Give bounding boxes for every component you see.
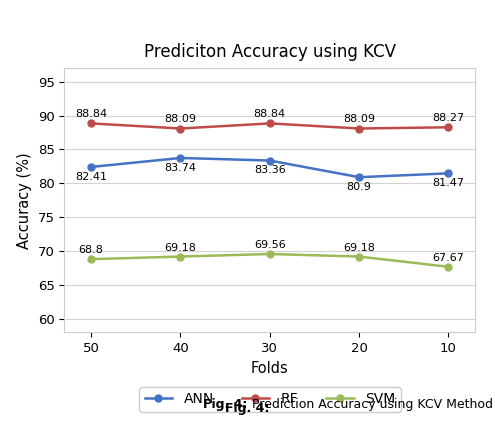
SVM [267,251,273,256]
Y-axis label: Accuracy (%): Accuracy (%) [17,152,32,248]
SVM [178,254,184,259]
Text: 88.84: 88.84 [254,109,286,119]
Line: ANN: ANN [88,155,452,181]
Text: 67.67: 67.67 [433,253,464,263]
Text: Fig. 4:: Fig. 4: [203,398,248,411]
Text: 82.41: 82.41 [75,172,107,182]
Legend: ANN, RF, SVM: ANN, RF, SVM [139,387,400,412]
RF [267,121,273,126]
ANN [178,155,184,161]
Text: 83.74: 83.74 [164,163,197,173]
Text: 83.36: 83.36 [254,165,286,175]
ANN [88,164,94,170]
Text: 88.09: 88.09 [343,115,375,124]
Title: Prediciton Accuracy using KCV: Prediciton Accuracy using KCV [144,43,396,61]
SVM [88,256,94,262]
ANN [267,158,273,163]
Line: RF: RF [88,120,452,132]
X-axis label: Folds: Folds [251,360,289,376]
Text: 88.27: 88.27 [432,113,464,123]
Text: 88.84: 88.84 [75,109,107,119]
RF [446,125,451,130]
Line: SVM: SVM [88,250,452,270]
SVM [356,254,362,259]
RF [356,126,362,131]
Text: 88.09: 88.09 [164,115,197,124]
Text: Prediction Accuracy using KCV Method: Prediction Accuracy using KCV Method [248,398,493,411]
Text: Fig. 4:: Fig. 4: [225,402,270,415]
Text: 81.47: 81.47 [433,178,464,188]
ANN [446,171,451,176]
Text: 69.18: 69.18 [164,242,197,253]
RF [178,126,184,131]
SVM [446,264,451,269]
RF [88,121,94,126]
Text: Fig. 4: Prediction Accuracy using KCV Method: Fig. 4: Prediction Accuracy using KCV Me… [106,402,389,415]
ANN [356,175,362,180]
Text: 80.9: 80.9 [346,182,372,192]
Text: 68.8: 68.8 [79,245,103,255]
Text: 69.18: 69.18 [343,242,375,253]
Text: 69.56: 69.56 [254,240,286,250]
